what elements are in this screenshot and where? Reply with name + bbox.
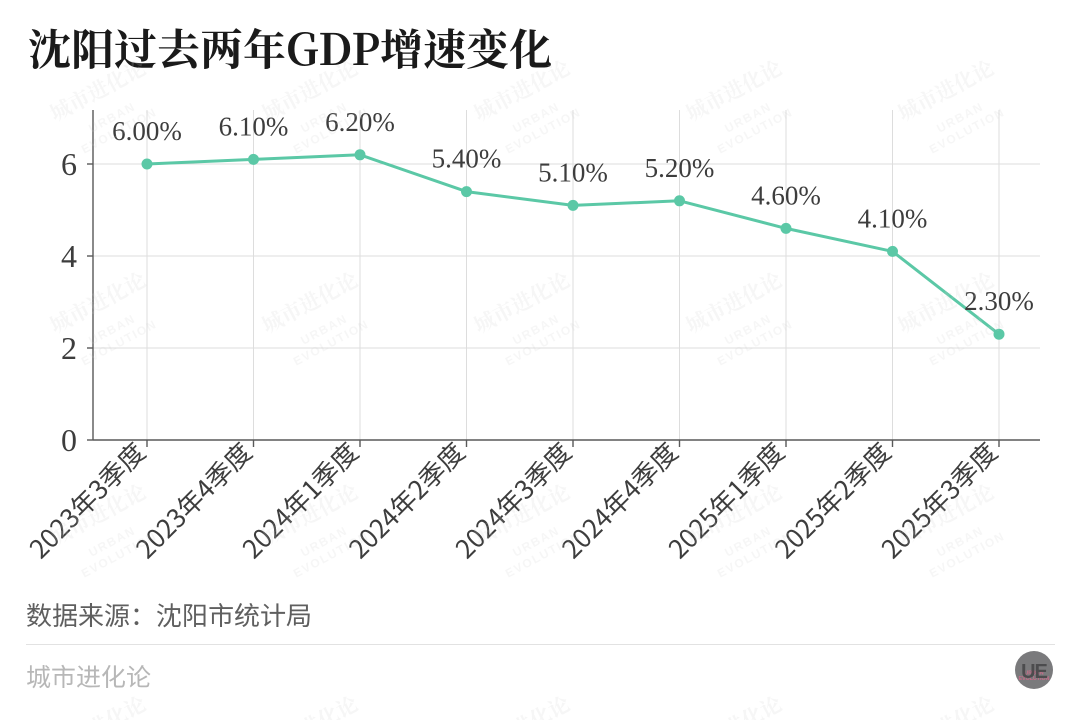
svg-text:6: 6	[61, 146, 77, 182]
svg-text:2025年3季度: 2025年3季度	[872, 433, 1004, 565]
svg-text:2.30%: 2.30%	[964, 286, 1034, 316]
svg-text:0: 0	[61, 422, 77, 458]
svg-text:4.60%: 4.60%	[751, 180, 821, 210]
svg-text:UE: UE	[1021, 661, 1047, 683]
svg-text:5.20%: 5.20%	[645, 153, 715, 183]
svg-text:4: 4	[61, 238, 77, 274]
svg-text:2: 2	[61, 330, 77, 366]
svg-text:4.10%: 4.10%	[858, 203, 928, 233]
svg-text:5.10%: 5.10%	[538, 157, 608, 187]
svg-text:6.20%: 6.20%	[325, 107, 395, 137]
svg-text:5.40%: 5.40%	[432, 144, 502, 174]
svg-text:6.10%: 6.10%	[219, 111, 289, 141]
svg-text:6.00%: 6.00%	[112, 116, 182, 146]
